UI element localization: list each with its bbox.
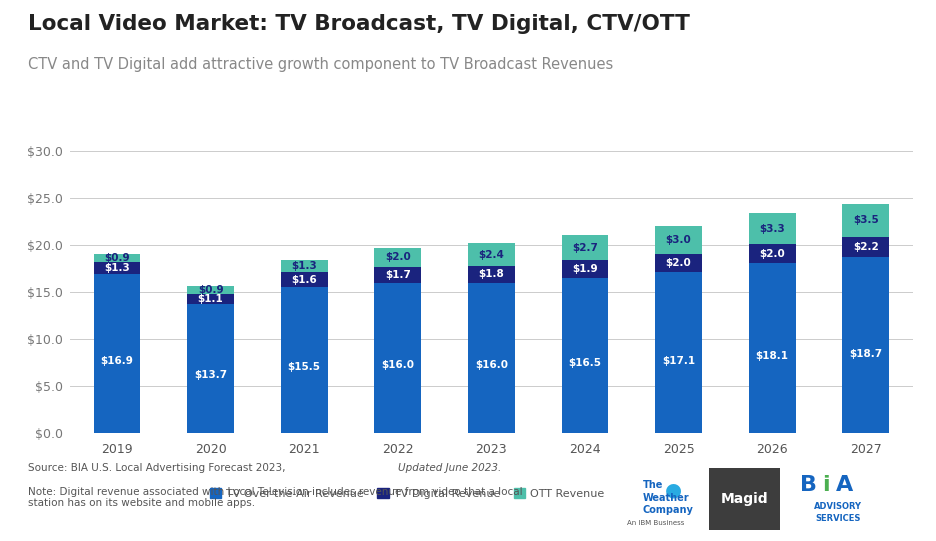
Text: $2.4: $2.4 [478,249,505,260]
Text: $2.0: $2.0 [385,253,411,262]
Text: Company: Company [643,505,694,515]
Text: $3.0: $3.0 [665,235,692,245]
Bar [187,294,234,305]
Bar [468,266,515,283]
Bar [374,248,421,267]
Text: Local Video Market: TV Broadcast, TV Digital, CTV/OTT: Local Video Market: TV Broadcast, TV Dig… [28,14,690,34]
Text: $2.0: $2.0 [759,249,785,259]
Bar [655,226,702,254]
Text: $15.5: $15.5 [287,362,321,372]
Bar [468,283,515,433]
Text: $16.9: $16.9 [100,357,134,366]
Text: $18.7: $18.7 [849,349,883,359]
Bar [749,263,796,433]
Text: $0.9: $0.9 [104,253,130,263]
Text: $1.3: $1.3 [291,261,317,272]
Text: A: A [836,476,853,496]
Text: $16.5: $16.5 [568,358,602,368]
Text: $2.0: $2.0 [665,258,692,268]
Text: $1.8: $1.8 [478,269,505,279]
Text: An IBM Business: An IBM Business [626,520,684,526]
Text: B: B [800,476,817,496]
Bar [374,283,421,433]
Text: $2.7: $2.7 [572,242,598,253]
Text: $2.2: $2.2 [853,242,879,252]
Text: $13.7: $13.7 [194,370,227,380]
Text: $16.0: $16.0 [381,360,415,370]
Bar [842,237,889,258]
Bar [281,260,328,273]
Bar [94,274,140,433]
Text: Weather: Weather [643,493,689,503]
Bar [749,245,796,263]
Text: $1.9: $1.9 [572,264,598,274]
Text: ADVISORY: ADVISORY [813,502,862,511]
Text: $1.3: $1.3 [104,263,130,273]
Text: $0.9: $0.9 [197,285,224,295]
Bar [374,267,421,283]
Legend: TV Over-the-Air Revenue, TV Digital Revenue, OTT Revenue: TV Over-the-Air Revenue, TV Digital Reve… [205,484,609,503]
Bar [187,286,234,294]
Bar [187,305,234,433]
Bar [842,204,889,237]
Text: i: i [822,476,829,496]
Text: Note: Digital revenue associated with Local Television includes revenue from vid: Note: Digital revenue associated with Lo… [28,487,522,509]
Bar [842,258,889,433]
Text: $17.1: $17.1 [662,355,695,366]
Text: ●: ● [665,480,682,499]
Bar [562,278,608,433]
Text: SERVICES: SERVICES [815,514,860,524]
Text: $3.3: $3.3 [759,224,785,234]
Text: Magid: Magid [721,492,768,506]
Bar [468,243,515,266]
Text: CTV and TV Digital add attractive growth component to TV Broadcast Revenues: CTV and TV Digital add attractive growth… [28,57,613,72]
Bar [655,273,702,433]
Text: $1.7: $1.7 [385,270,411,280]
Text: $3.5: $3.5 [853,215,879,226]
Bar [281,273,328,287]
Bar [562,235,608,260]
Bar [562,260,608,278]
Text: $1.1: $1.1 [197,294,224,304]
Bar [655,254,702,273]
Text: $16.0: $16.0 [475,360,508,370]
Text: The: The [643,480,663,490]
Text: Source: BIA U.S. Local Advertising Forecast 2023,: Source: BIA U.S. Local Advertising Forec… [28,463,289,472]
Bar [94,254,140,262]
Bar [281,287,328,433]
Text: $18.1: $18.1 [755,352,789,361]
Bar [749,213,796,245]
Bar [94,262,140,274]
Text: Updated June 2023.: Updated June 2023. [398,463,501,472]
Text: $1.6: $1.6 [291,275,317,285]
